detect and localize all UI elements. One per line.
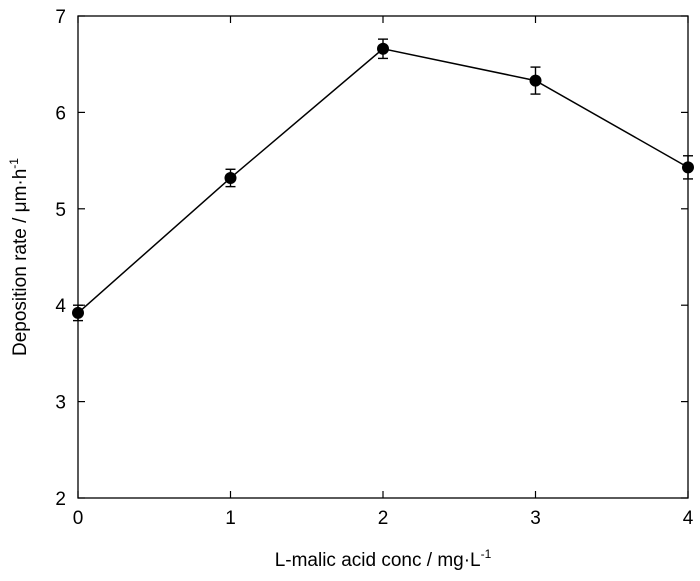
x-tick-label: 1 [225, 508, 236, 529]
series-layer [72, 38, 694, 322]
y-tick-label: 6 [55, 103, 66, 124]
data-point [529, 74, 542, 87]
x-axis-title: L-malic acid conc / mg·L-1 [275, 547, 492, 571]
y-tick-label: 7 [55, 7, 66, 28]
data-point [377, 42, 389, 55]
plot-frame [77, 15, 689, 499]
x-tick-label: 0 [73, 508, 84, 529]
y-axis-title-text: Deposition rate / μm·h [10, 169, 31, 356]
y-tick-label: 2 [55, 489, 66, 510]
y-tick-label: 3 [55, 393, 66, 414]
data-point [224, 171, 237, 184]
x-tick-label: 3 [530, 508, 541, 529]
series-line [77, 47, 689, 314]
x-tick-label: 2 [378, 508, 389, 529]
x-axis-title-text: L-malic acid conc / mg·L [275, 550, 481, 571]
data-point [682, 161, 694, 174]
y-axis-ticks: 2 3 4 5 6 7 [55, 7, 688, 510]
y-axis-title-superscript: -1 [7, 158, 21, 169]
y-tick-label: 5 [55, 200, 66, 221]
y-tick-label: 4 [55, 296, 66, 317]
x-axis-ticks: 0 1 2 3 4 [73, 16, 694, 529]
data-point [72, 306, 84, 319]
y-axis-title: Deposition rate / μm·h-1 [7, 158, 31, 356]
x-tick-label: 4 [683, 508, 694, 529]
x-axis-title-superscript: -1 [481, 547, 492, 561]
